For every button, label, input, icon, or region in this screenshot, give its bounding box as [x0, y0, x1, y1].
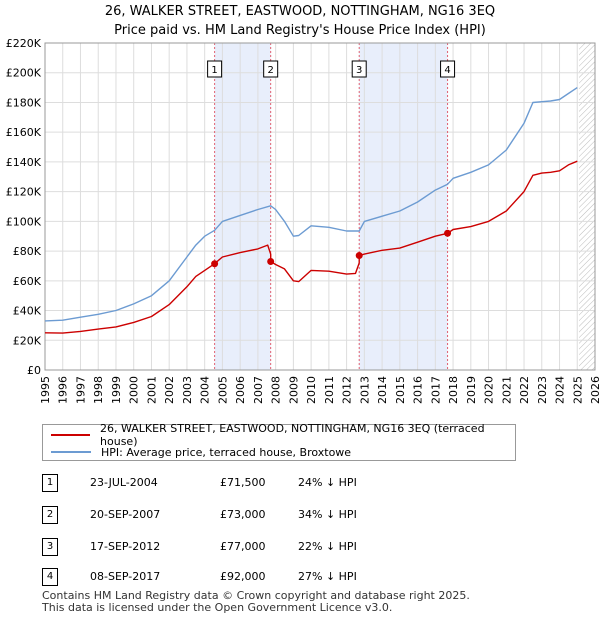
sale-date: 17-SEP-2012	[90, 540, 161, 553]
legend-swatch-hpi	[51, 451, 91, 453]
price-chart: 1 2 3 4 £0 £20K £40K £60K £80K £100K £120K £140K £16…	[6, 37, 600, 404]
x-tick-label: 2002	[163, 376, 176, 404]
sale-marker-label: 2	[267, 65, 273, 76]
sale-point	[355, 252, 363, 260]
x-tick-label: 2009	[287, 376, 300, 404]
y-tick-label: £140K	[6, 156, 42, 169]
sale-date: 08-SEP-2017	[90, 570, 161, 583]
x-tick-label: 1996	[57, 376, 70, 404]
legend-label-hpi: HPI: Average price, terraced house, Brox…	[101, 445, 352, 459]
sale-hpi-diff: 34% ↓ HPI	[298, 508, 357, 521]
sale-point	[211, 260, 219, 268]
sale-row: 1 23-JUL-2004 £71,500 24% ↓ HPI	[42, 474, 522, 492]
sale-price: £71,500	[220, 476, 266, 489]
y-tick-label: £160K	[6, 126, 42, 139]
sale-marker-label: 1	[211, 65, 217, 76]
sale-number-badge: 2	[42, 506, 58, 524]
legend-item-hpi: HPI: Average price, terraced house, Brox…	[43, 444, 351, 460]
y-tick-label: £40K	[13, 305, 42, 318]
x-tick-label: 2017	[429, 376, 442, 404]
legend-item-property: 26, WALKER STREET, EASTWOOD, NOTTINGHAM,…	[43, 422, 515, 448]
sale-point	[267, 257, 275, 265]
x-tick-label: 2000	[128, 376, 141, 404]
x-tick-label: 2024	[554, 376, 567, 404]
x-tick-label: 2019	[465, 376, 478, 404]
x-tick-label: 1998	[92, 376, 105, 404]
sale-price: £73,000	[220, 508, 266, 521]
x-tick-label: 2021	[500, 376, 513, 404]
y-tick-label: £80K	[13, 245, 42, 258]
sale-price: £77,000	[220, 540, 266, 553]
y-tick-label: £100K	[6, 215, 42, 228]
legend-label-property: 26, WALKER STREET, EASTWOOD, NOTTINGHAM,…	[100, 422, 485, 448]
sale-row: 3 17-SEP-2012 £77,000 22% ↓ HPI	[42, 538, 522, 556]
footer-line1: Contains HM Land Registry data © Crown c…	[42, 589, 470, 602]
y-tick-label: £60K	[13, 275, 42, 288]
chart-title-line1: 26, WALKER STREET, EASTWOOD, NOTTINGHAM,…	[104, 4, 496, 19]
sale-marker-label: 3	[356, 65, 362, 76]
sale-date: 20-SEP-2007	[90, 508, 161, 521]
x-tick-label: 2003	[181, 376, 194, 404]
y-tick-label: £0	[27, 364, 41, 377]
x-tick-label: 2026	[589, 376, 600, 404]
x-tick-label: 2010	[305, 376, 318, 404]
chart-title-line2: Price paid vs. HM Land Registry's House …	[114, 23, 486, 38]
x-tick-label: 2018	[447, 376, 460, 404]
footer-attribution: Contains HM Land Registry data © Crown c…	[42, 590, 470, 614]
y-tick-label: £120K	[6, 186, 42, 199]
forecast-hatch	[579, 43, 595, 370]
legend-swatch-property	[51, 434, 91, 436]
shaded-period	[359, 43, 448, 370]
x-tick-label: 2006	[234, 376, 247, 404]
sale-date: 23-JUL-2004	[90, 476, 158, 489]
y-tick-label: £180K	[6, 96, 42, 109]
sale-row: 2 20-SEP-2007 £73,000 34% ↓ HPI	[42, 506, 522, 524]
x-tick-label: 2008	[270, 376, 283, 404]
sale-marker-box	[263, 60, 279, 78]
property-price-line	[44, 160, 578, 334]
x-tick-label: 2025	[571, 376, 584, 404]
sale-number-badge: 4	[42, 568, 58, 586]
sale-marker-box	[440, 60, 456, 78]
sale-number-badge: 1	[42, 474, 58, 492]
sale-number-badge: 3	[42, 538, 58, 556]
y-tick-label: £220K	[6, 37, 42, 50]
x-tick-label: 2013	[358, 376, 371, 404]
x-tick-label: 1997	[74, 376, 87, 404]
plot-frame	[44, 42, 596, 371]
sale-price: £92,000	[220, 570, 266, 583]
x-tick-label: 2022	[518, 376, 531, 404]
sale-marker-label: 4	[444, 65, 450, 76]
sale-point	[444, 229, 452, 237]
sale-hpi-diff: 24% ↓ HPI	[298, 476, 357, 489]
y-tick-label: £20K	[13, 334, 42, 347]
x-tick-label: 1999	[110, 376, 123, 404]
x-tick-label: 2007	[252, 376, 265, 404]
shaded-period	[214, 43, 271, 370]
x-tick-label: 2011	[323, 376, 336, 404]
sale-row: 4 08-SEP-2017 £92,000 27% ↓ HPI	[42, 568, 522, 586]
footer-line2: This data is licensed under the Open Gov…	[42, 601, 393, 614]
sale-hpi-diff: 22% ↓ HPI	[298, 540, 357, 553]
x-tick-label: 2005	[216, 376, 229, 404]
x-tick-label: 2012	[341, 376, 354, 404]
x-tick-label: 2015	[394, 376, 407, 404]
x-tick-label: 2023	[536, 376, 549, 404]
x-tick-label: 2020	[483, 376, 496, 404]
x-tick-label: 2016	[412, 376, 425, 404]
y-tick-label: £200K	[6, 67, 42, 80]
plot-area	[45, 43, 595, 370]
chart-legend: 26, WALKER STREET, EASTWOOD, NOTTINGHAM,…	[42, 422, 516, 461]
hpi-line	[44, 87, 578, 322]
x-tick-label: 2001	[145, 376, 158, 404]
x-tick-label: 2004	[199, 376, 212, 404]
sale-marker-box	[207, 60, 223, 78]
chart-title: 26, WALKER STREET, EASTWOOD, NOTTINGHAM,…	[0, 2, 600, 40]
x-tick-label: 2014	[376, 376, 389, 404]
x-tick-label: 1995	[39, 376, 52, 404]
sale-hpi-diff: 27% ↓ HPI	[298, 570, 357, 583]
sale-marker-box	[351, 60, 367, 78]
